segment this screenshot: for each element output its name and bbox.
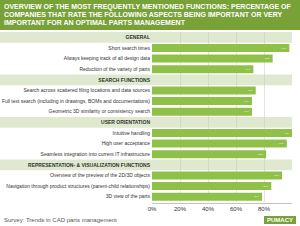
svg-text:Always keeping track of all de: Always keeping track of all design data (64, 55, 150, 61)
svg-text:85,2%: 85,2% (263, 186, 268, 188)
svg-text:High user acceptance: High user acceptance (102, 140, 151, 146)
svg-text:80%: 80% (258, 206, 271, 212)
svg-text:Overview of the preview of the: Overview of the preview of the 2D/3D obj… (50, 172, 151, 178)
html-text:Survey: Trends in CAD parts ma: Survey: Trends in CAD parts management (4, 217, 117, 223)
svg-text:40%: 40% (202, 206, 215, 212)
svg-text:72,4%: 72,4% (246, 69, 251, 71)
svg-text:Short search times: Short search times (108, 45, 150, 51)
svg-text:Geometric 3D similarity or con: Geometric 3D similarity or consistency s… (49, 108, 151, 114)
html-text:PUMACY: PUMACY (267, 217, 293, 223)
svg-text:REPRESENTATION- & VISUALIZATIO: REPRESENTATION- & VISUALIZATION FUNCTION… (28, 162, 151, 168)
svg-text:Search across scattered filing: Search across scattered filing locations… (24, 87, 151, 93)
svg-text:71,4%: 71,4% (244, 111, 249, 113)
svg-text:20%: 20% (174, 206, 187, 212)
svg-text:81,5%: 81,5% (258, 154, 263, 156)
svg-text:86,2%: 86,2% (265, 58, 270, 60)
svg-text:Intuitive handling: Intuitive handling (112, 130, 150, 136)
svg-text:92,9%: 92,9% (274, 175, 279, 177)
svg-text:Full text search (including in: Full text search (including in drawings,… (2, 98, 150, 104)
svg-text:Reduction of the variety of pa: Reduction of the variety of parts (79, 66, 150, 72)
svg-text:98,1%: 98,1% (282, 48, 287, 50)
html-text:OVERVIEW OF THE MOST FREQUENTL: OVERVIEW OF THE MOST FREQUENTLY MENTIONE… (4, 3, 291, 26)
svg-text:Navigation through product str: Navigation through product structures (p… (6, 183, 150, 189)
svg-text:GENERAL: GENERAL (126, 34, 150, 40)
svg-text:USER ORIENTATION: USER ORIENTATION (101, 119, 150, 125)
svg-text:74,1%: 74,1% (248, 90, 253, 92)
svg-text:100%: 100% (285, 133, 290, 134)
svg-text:96,3%: 96,3% (279, 143, 284, 145)
svg-text:78,6%: 78,6% (254, 196, 259, 198)
svg-text:SEARCH FUNCTIONS: SEARCH FUNCTIONS (98, 77, 150, 83)
svg-text:3D view of the parts: 3D view of the parts (106, 193, 151, 199)
svg-text:60%: 60% (230, 206, 243, 212)
svg-text:0%: 0% (148, 206, 157, 212)
svg-text:71,4%: 71,4% (244, 101, 249, 103)
svg-text:Seamless integration into curr: Seamless integration into current IT inf… (41, 151, 151, 157)
